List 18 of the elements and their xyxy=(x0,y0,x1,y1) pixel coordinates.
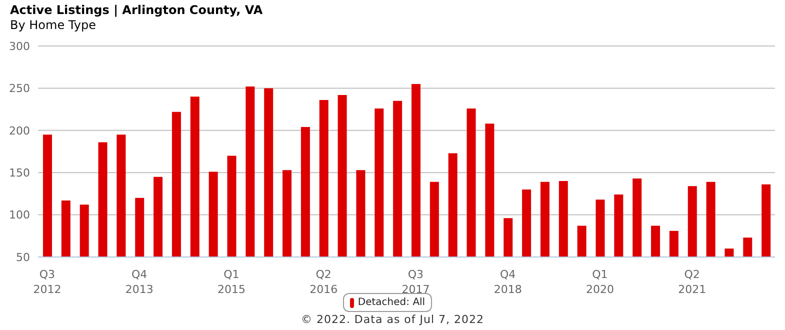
x-tick-label: Q3 2012 xyxy=(33,268,62,296)
y-tick-label: 50 xyxy=(16,250,30,264)
text: © 2022. Data as of Jul 7, 2022 xyxy=(300,313,486,326)
y-tick-label: 100 xyxy=(9,208,30,222)
y-tick-label: 150 xyxy=(9,166,30,180)
y-tick-label: 200 xyxy=(9,124,30,138)
x-tick-label: Q1 2020 xyxy=(586,268,614,296)
legend-label: Detached: All xyxy=(356,297,426,308)
x-tick-label: Q3 2017 xyxy=(402,268,430,296)
y-tick-label: 250 xyxy=(9,82,30,96)
x-tick-label: Q4 2018 xyxy=(494,268,522,296)
chart-subtitle: By Home Type xyxy=(10,18,96,32)
x-tick-label: Q2 2016 xyxy=(310,268,338,296)
x-tick-label: Q2 2021 xyxy=(678,268,706,296)
y-tick-label: 300 xyxy=(9,40,30,53)
x-tick-label: Q1 2015 xyxy=(217,268,246,296)
x-tick-label: Q4 2013 xyxy=(125,268,154,296)
chart-title: Active Listings | Arlington County, VA xyxy=(10,3,263,17)
